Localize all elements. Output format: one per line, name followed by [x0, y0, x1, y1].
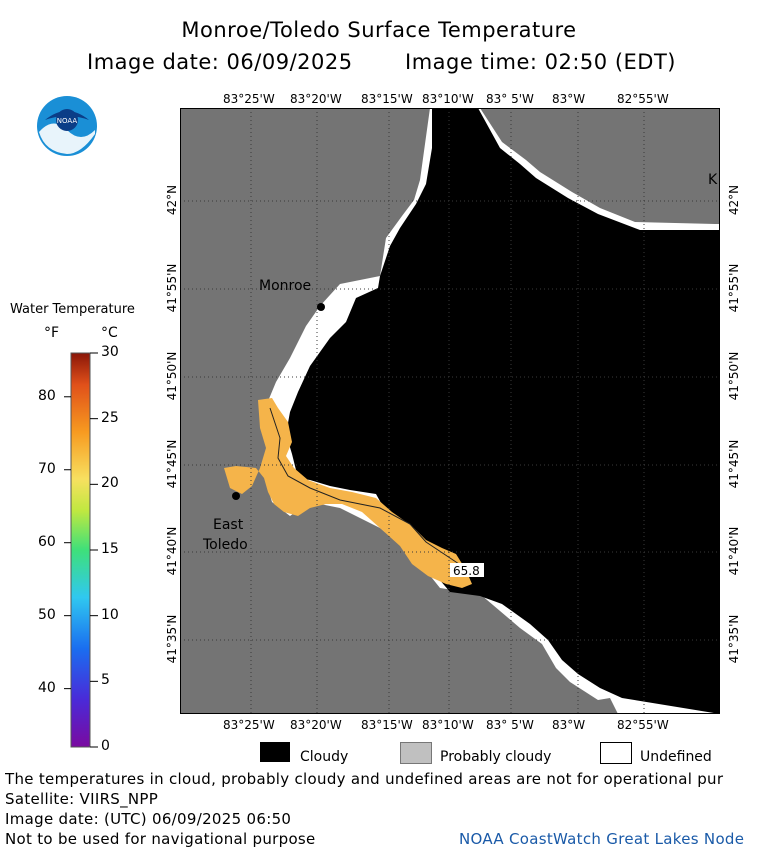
- isotherm-label-box: [450, 563, 484, 577]
- lon-tick-label-top: 82°55'W: [617, 92, 669, 106]
- noaa-logo: NOAA: [37, 96, 97, 156]
- place-label-k: K: [708, 172, 718, 188]
- footer-credit: NOAA CoastWatch Great Lakes Node: [459, 830, 745, 848]
- cloud-mask: [286, 108, 720, 714]
- legend-swatch-cloudy: [260, 742, 290, 762]
- place-label-east: East: [213, 517, 244, 533]
- colorbar: [64, 352, 98, 748]
- fahrenheit-tick-label: 60: [38, 533, 56, 550]
- page-title: Monroe/Toledo Surface Temperature: [181, 18, 577, 42]
- legend-swatch-probably-cloudy: [400, 742, 432, 764]
- isotherm-label: 65.8: [453, 564, 480, 578]
- lat-tick-label-left: 41°55'N: [165, 263, 179, 313]
- lat-tick-label-right: 41°50'N: [727, 351, 741, 401]
- celsius-tick-label: 25: [101, 409, 119, 426]
- lat-tick-label-right: 41°40'N: [727, 526, 741, 576]
- noaa-logo-text: NOAA: [57, 117, 78, 125]
- graticule: [180, 108, 720, 714]
- lon-tick-label-top: 83°15'W: [361, 92, 413, 106]
- lon-tick-label-bottom: 83° 5'W: [486, 718, 534, 732]
- lon-tick-label-bottom: 83°25'W: [223, 718, 275, 732]
- lat-tick-label-right: 41°45'N: [727, 439, 741, 489]
- lon-tick-label-bottom: 83°W: [552, 718, 586, 732]
- celsius-tick-label: 5: [101, 672, 110, 689]
- lon-tick-label-top: 83°W: [552, 92, 586, 106]
- image-time-label: Image time: 02:50 (EDT): [405, 50, 676, 74]
- legend-swatch-undefined: [600, 742, 632, 764]
- lat-tick-label-right: 41°35'N: [727, 614, 741, 664]
- map-panel: 65.8: [180, 108, 720, 714]
- lat-tick-label-left: 41°35'N: [165, 614, 179, 664]
- legend-label-probably-cloudy: Probably cloudy: [440, 749, 552, 765]
- lon-tick-label-bottom: 83°15'W: [361, 718, 413, 732]
- east-edge-marker: [711, 495, 717, 501]
- isotherm-line: [269, 407, 463, 567]
- lon-tick-label-bottom: 83°10'W: [422, 718, 474, 732]
- footer-satellite: Satellite: VIIRS_NPP: [5, 790, 159, 808]
- toledo-marker: [232, 492, 240, 500]
- fahrenheit-tick-label: 50: [38, 606, 56, 623]
- celsius-tick-label: 15: [101, 541, 119, 557]
- lat-tick-label-left: 41°40'N: [165, 526, 179, 576]
- lon-tick-label-top: 83° 5'W: [486, 92, 534, 106]
- celsius-tick-label: 10: [101, 606, 119, 623]
- lon-tick-label-top: 83°25'W: [223, 92, 275, 106]
- place-label-toledo: Toledo: [203, 537, 248, 553]
- lon-tick-label-top: 83°20'W: [290, 92, 342, 106]
- lat-tick-label-left: 41°45'N: [165, 439, 179, 489]
- legend-label-cloudy: Cloudy: [300, 749, 349, 765]
- legend-label-undefined: Undefined: [640, 749, 712, 765]
- footer-image-date: Image date: (UTC) 06/09/2025 06:50: [5, 810, 292, 828]
- fahrenheit-tick-label: 80: [38, 387, 56, 404]
- celsius-tick-label: 0: [101, 738, 110, 754]
- map-frame: [180, 108, 720, 714]
- lat-tick-label-right: 42°N: [727, 184, 741, 216]
- lon-tick-label-top: 83°10'W: [422, 92, 474, 106]
- lat-tick-label-right: 41°55'N: [727, 263, 741, 313]
- colorbar-gradient: [70, 352, 91, 748]
- celsius-tick-label: 20: [101, 475, 119, 492]
- unit-fahrenheit: °F: [44, 325, 60, 341]
- fahrenheit-tick-label: 40: [38, 679, 56, 696]
- warm-water-area: [224, 398, 472, 588]
- fahrenheit-tick-label: 70: [38, 460, 56, 477]
- lon-tick-label-bottom: 82°55'W: [617, 718, 669, 732]
- image-date-label: Image date: 06/09/2025: [87, 50, 353, 74]
- celsius-tick-label: 30: [101, 344, 119, 360]
- monroe-marker: [317, 303, 325, 311]
- unit-celsius: °C: [101, 325, 118, 341]
- lon-tick-label-bottom: 83°20'W: [290, 718, 342, 732]
- footer-navigation-warning: Not to be used for navigational purpose: [5, 830, 316, 848]
- lat-tick-label-left: 41°50'N: [165, 351, 179, 401]
- place-label-monroe: Monroe: [259, 278, 312, 294]
- footer-disclaimer: The temperatures in cloud, probably clou…: [5, 770, 724, 788]
- colorbar-title: Water Temperature: [10, 302, 135, 317]
- lat-tick-label-left: 42°N: [165, 184, 179, 216]
